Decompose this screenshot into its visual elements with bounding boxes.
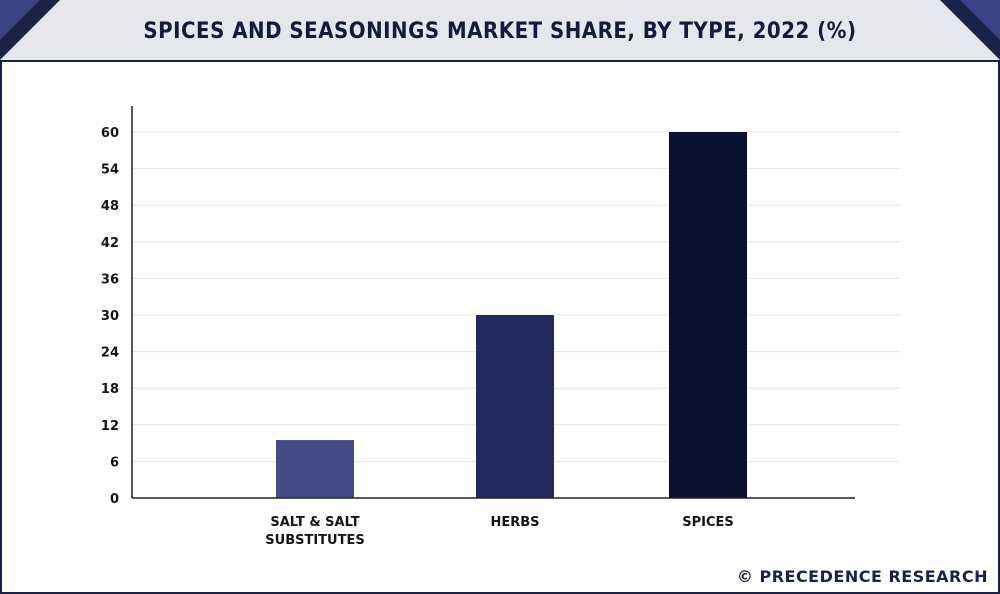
source-credit: © PRECEDENCE RESEARCH: [736, 567, 988, 586]
y-tick-label: 48: [101, 199, 119, 214]
bars: [276, 132, 747, 498]
y-tick-label: 0: [110, 492, 119, 507]
y-tick-label: 24: [101, 346, 119, 361]
chart-header: SPICES AND SEASONINGS MARKET SHARE, BY T…: [0, 0, 1000, 62]
x-tick-label-line: SPICES: [682, 515, 734, 530]
x-tick-label-line: HERBS: [490, 515, 539, 530]
y-tick-label: 60: [101, 126, 119, 141]
x-tick-label-line: SUBSTITUTES: [265, 533, 364, 548]
x-tick-label: HERBS: [490, 515, 539, 530]
corner-decoration-right: [940, 0, 1000, 60]
y-tick-label: 54: [101, 163, 119, 178]
tick-labels: 0 6 12 18 24 30 36 42 48 54 60 SALT & SALT SUBSTITUT…: [101, 126, 734, 548]
chart-title: SPICES AND SEASONINGS MARKET SHARE, BY T…: [143, 18, 857, 44]
x-tick-label: SPICES: [682, 515, 734, 530]
x-tick-label-line: SALT & SALT: [270, 515, 359, 530]
corner-decoration-left: [0, 0, 60, 60]
y-tick-label: 42: [101, 236, 119, 251]
x-tick-label: SALT & SALT SUBSTITUTES: [265, 515, 364, 548]
y-tick-label: 18: [101, 382, 119, 397]
y-tick-label: 36: [101, 272, 119, 287]
bar-herbs: [476, 315, 554, 498]
axes: [131, 106, 855, 499]
y-tick-label: 12: [101, 419, 119, 434]
bar-salt-salt-substitutes: [276, 440, 354, 498]
bar-spices: [669, 132, 747, 498]
y-tick-label: 6: [110, 455, 119, 470]
y-tick-label: 30: [101, 309, 119, 324]
